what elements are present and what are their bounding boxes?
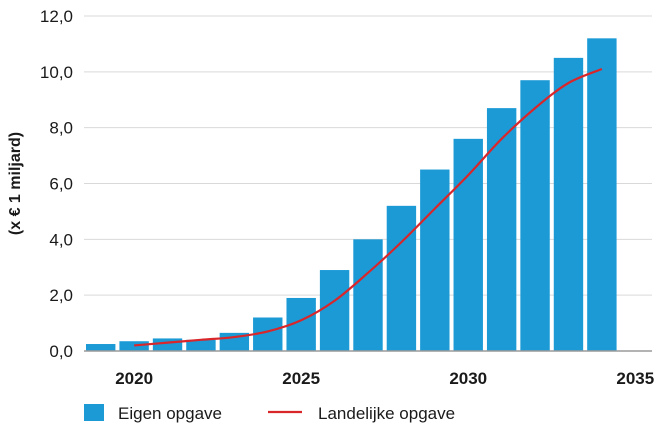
y-tick-label: 10,0 (40, 63, 73, 82)
x-tick-label: 2035 (616, 369, 654, 388)
bar (553, 57, 584, 351)
bar (86, 344, 116, 351)
line-landelijke-opgave (134, 68, 603, 347)
bar (420, 169, 450, 351)
y-tick-label: 8,0 (49, 119, 73, 138)
y-tick-label: 2,0 (49, 286, 73, 305)
line-series (134, 68, 603, 347)
legend-label-bar: Eigen opgave (118, 404, 222, 423)
bar (486, 108, 517, 351)
bar (152, 338, 183, 351)
bar (186, 339, 216, 351)
x-axis-ticks: 2020 2025 2030 2035 (115, 369, 654, 388)
y-tick-label: 12,0 (40, 7, 73, 26)
bar (119, 341, 149, 351)
x-tick-label: 2020 (115, 369, 153, 388)
bar (587, 38, 617, 351)
x-tick-label: 2025 (282, 369, 320, 388)
bar (353, 239, 383, 351)
y-tick-label: 0,0 (49, 342, 73, 361)
bar (453, 138, 483, 351)
bar (386, 205, 417, 351)
y-tick-label: 4,0 (49, 230, 73, 249)
bar (520, 80, 550, 351)
bar (319, 270, 350, 351)
y-axis-ticks: 0,0 2,0 4,0 6,0 8,0 10,0 12,0 (40, 7, 73, 361)
legend-swatch-bar (84, 404, 104, 421)
legend-label-line: Landelijke opgave (318, 404, 455, 423)
bars (86, 38, 617, 351)
y-axis-title: (x € 1 miljard) (7, 132, 24, 235)
legend: Eigen opgave Landelijke opgave (84, 404, 455, 423)
x-tick-label: 2030 (449, 369, 487, 388)
y-tick-label: 6,0 (49, 175, 73, 194)
